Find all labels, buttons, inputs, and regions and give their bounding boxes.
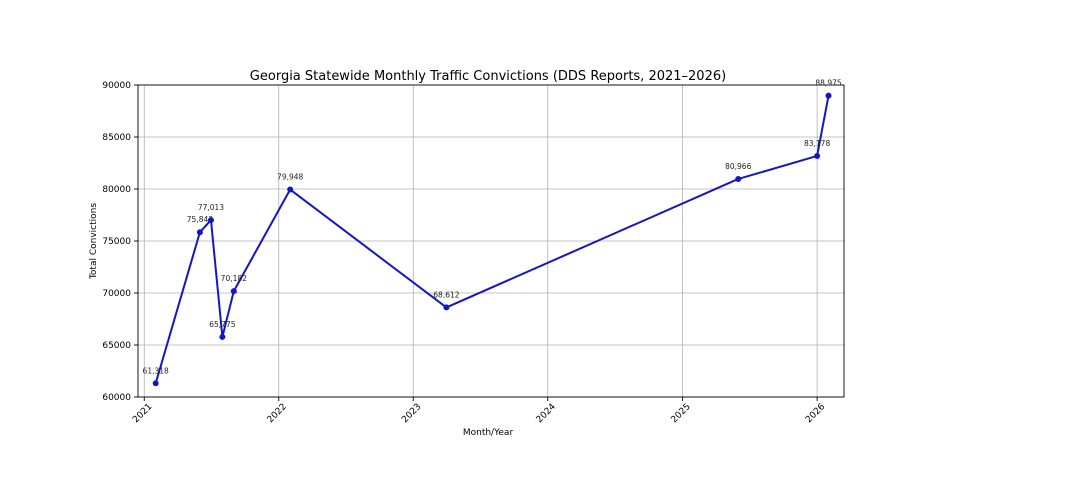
data-point (152, 380, 159, 387)
data-point (219, 333, 226, 340)
y-tick-label: 90000 (102, 81, 131, 91)
series-convictions (152, 92, 832, 387)
data-point (196, 229, 203, 236)
y-tick-label: 60000 (102, 393, 131, 403)
x-axis-label: Month/Year (463, 428, 514, 438)
data-point (735, 175, 742, 182)
series-line (154, 95, 830, 384)
grid-lines (138, 84, 844, 398)
data-label: 77,013 (198, 203, 224, 212)
y-tick-label: 75000 (102, 237, 131, 247)
data-label: 61,318 (143, 366, 169, 375)
x-tick-label: 2025 (670, 402, 693, 425)
data-label: 88,975 (815, 79, 841, 88)
x-tick-label: 2023 (400, 402, 423, 425)
y-tick-label: 70000 (102, 289, 131, 299)
data-point (814, 152, 821, 159)
data-label: 75,843 (187, 215, 213, 224)
data-point (230, 288, 237, 295)
data-point (287, 186, 294, 193)
x-tick-label: 2026 (804, 402, 827, 425)
data-label: 68,612 (433, 290, 459, 299)
x-tick-label: 2022 (266, 402, 289, 425)
data-label: 70,182 (221, 274, 247, 283)
y-tick-label: 80000 (102, 185, 131, 195)
x-tick-label: 2021 (131, 402, 154, 425)
data-label: 83,178 (804, 139, 830, 148)
y-tick-label: 85000 (102, 133, 131, 143)
data-label: 80,966 (725, 162, 751, 171)
data-point (443, 304, 450, 311)
axis-ticks: 60000 65000 70000 75000 80000 85000 90000 2021 2… (102, 81, 827, 425)
data-label: 79,948 (277, 173, 303, 182)
data-label: 65,775 (209, 320, 235, 329)
data-labels: 61,318 75,843 77,013 65,775 70,182 79,948 68,6… (143, 79, 842, 376)
data-point (207, 217, 214, 224)
y-axis-label: Total Convictions (89, 203, 99, 280)
x-tick-label: 2024 (535, 402, 558, 425)
data-point (825, 92, 832, 99)
chart-title: Georgia Statewide Monthly Traffic Convic… (250, 69, 726, 84)
y-tick-label: 65000 (102, 341, 131, 351)
